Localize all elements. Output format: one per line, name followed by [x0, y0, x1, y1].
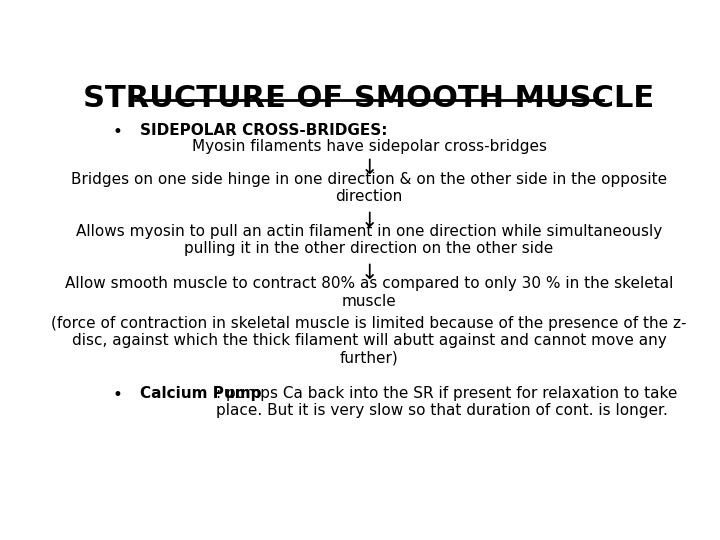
Text: ↓: ↓ [360, 158, 378, 178]
Text: : pumps Ca back into the SR if present for relaxation to take
place. But it is v: : pumps Ca back into the SR if present f… [215, 386, 677, 418]
Text: SIDEPOLAR CROSS-BRIDGES:: SIDEPOLAR CROSS-BRIDGES: [140, 123, 388, 138]
Text: ↓: ↓ [360, 211, 378, 231]
Text: Myosin filaments have sidepolar cross-bridges: Myosin filaments have sidepolar cross-br… [192, 139, 546, 154]
Text: Allow smooth muscle to contract 80% as compared to only 30 % in the skeletal
mus: Allow smooth muscle to contract 80% as c… [65, 276, 673, 309]
Text: ↓: ↓ [360, 263, 378, 283]
Text: •: • [113, 123, 123, 141]
Text: •: • [113, 386, 123, 404]
Text: (force of contraction in skeletal muscle is limited because of the presence of t: (force of contraction in skeletal muscle… [51, 315, 687, 366]
Text: Bridges on one side hinge in one direction & on the other side in the opposite
d: Bridges on one side hinge in one directi… [71, 172, 667, 204]
Text: STRUCTURE OF SMOOTH MUSCLE: STRUCTURE OF SMOOTH MUSCLE [84, 84, 654, 112]
Text: Calcium Pump: Calcium Pump [140, 386, 262, 401]
Text: Allows myosin to pull an actin filament in one direction while simultaneously
pu: Allows myosin to pull an actin filament … [76, 224, 662, 256]
